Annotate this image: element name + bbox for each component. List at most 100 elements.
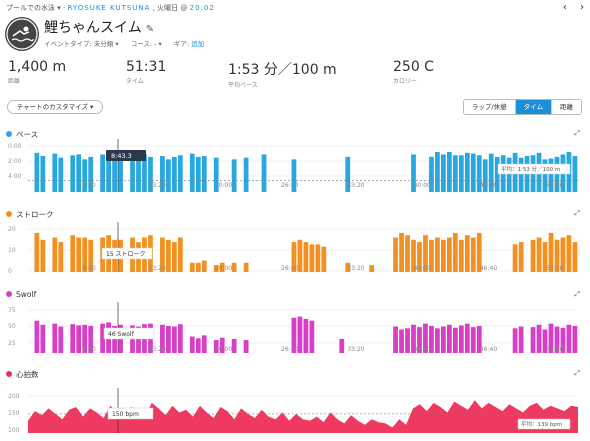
pace-y-tick: 0:00 [8, 143, 22, 150]
pace-bar [464, 152, 470, 192]
stroke-section-title: ストローク [6, 209, 54, 220]
swolf-bar [452, 327, 458, 353]
pace-bar [166, 159, 171, 192]
swolf-bar [171, 326, 177, 353]
pace-x-tick: 6:40 [82, 182, 96, 189]
swolf-bar [58, 326, 64, 353]
pace-bar [411, 154, 416, 192]
swolf-bar [339, 338, 345, 353]
dropdown-icon[interactable]: ▾ · [57, 4, 68, 12]
stat-distance: 1,400 m 距離 [8, 59, 67, 85]
next-arrow-icon[interactable]: › [580, 2, 584, 13]
swolf-bar [530, 327, 536, 353]
pencil-icon[interactable]: ✎ [145, 24, 155, 35]
gear-add-link[interactable]: 追加 [191, 40, 205, 48]
pace-bar [52, 153, 58, 192]
pace-bar [452, 155, 458, 192]
stroke-bar [243, 262, 249, 272]
stat-avg-pace: 1:53 分／100 m 平均ペース [228, 62, 337, 89]
stroke-bar [560, 237, 566, 272]
stroke-bar [82, 237, 88, 272]
swolf-bar [189, 336, 195, 353]
hr-avg-label: 平均：139 bpm [517, 418, 571, 430]
swolf-bar [423, 323, 428, 353]
stroke-x-tick: 46:40 [480, 265, 497, 272]
expand-icon[interactable]: ⤢ [574, 369, 580, 377]
swolf-bar [76, 325, 82, 353]
swolf-x-tick: 33:20 [347, 346, 364, 353]
swolf-bar [411, 324, 416, 353]
tab-time[interactable]: タイム [514, 100, 551, 114]
pace-section-title: ペース [6, 129, 38, 140]
summary-stats: 1,400 m 距離 51:31 タイム 1:53 分／100 m 平均ペース 250… [8, 59, 578, 89]
pace-tooltip: 8:43.3 [111, 152, 132, 160]
swolf-x-tick: 6:40 [82, 346, 96, 353]
swolf-bar [441, 326, 446, 353]
stroke-bar [542, 242, 548, 272]
activity-type[interactable]: プールでの水泳 [6, 4, 55, 12]
customize-charts-button[interactable]: チャートのカスタマイズ ▾ [7, 100, 103, 114]
swolf-bar [231, 338, 237, 353]
swolf-x-tick: 40:00 [414, 346, 431, 353]
stroke-dot-icon [6, 211, 12, 217]
pace-tooltip-bg [106, 150, 146, 161]
swolf-bar [446, 324, 452, 353]
pace-bar [542, 159, 548, 192]
swolf-bar [201, 335, 207, 353]
expand-icon[interactable]: ⤢ [574, 290, 580, 298]
course[interactable]: コース: - ▾ [130, 40, 162, 48]
swolf-x-tick: 53:20 [546, 346, 563, 353]
hr-y-tick: 200 [8, 393, 20, 400]
stroke-bar [572, 242, 578, 272]
hr-avg-label-bg [517, 418, 571, 430]
date-prefix: 火曜日 @ [157, 4, 188, 12]
tab-laps[interactable]: ラップ/休憩 [463, 100, 515, 114]
pace-bar [40, 156, 46, 192]
stroke-bar [219, 262, 225, 272]
swolf-bar [435, 328, 440, 353]
stroke-bar [411, 239, 416, 272]
pace-bar [261, 154, 267, 192]
stroke-bar [189, 262, 195, 272]
stroke-bar [429, 239, 434, 272]
swolf-bar [177, 324, 183, 353]
stroke-bar [548, 232, 554, 272]
pace-bar [171, 156, 177, 192]
stroke-y-tick: 10 [8, 247, 16, 254]
prev-arrow-icon[interactable]: ‹ [562, 2, 567, 13]
gear: ギア: 追加 [173, 40, 205, 48]
pace-bar [231, 159, 237, 192]
hr-tooltip-bg [107, 407, 154, 420]
pace-bar [195, 156, 201, 192]
swolf-tooltip: 46 Swolf [108, 331, 135, 338]
expand-icon[interactable]: ⤢ [574, 129, 580, 137]
swolf-bar [213, 340, 219, 353]
tab-distance[interactable]: 距離 [551, 100, 581, 114]
swolf-bar [297, 316, 303, 353]
swolf-x-tick: 26:40 [281, 346, 298, 353]
swolf-bar [470, 327, 476, 353]
stroke-bar [536, 237, 542, 272]
user-link[interactable]: RYOSUKE KUTSUNA [67, 4, 151, 12]
stroke-bar [58, 242, 64, 272]
pace-bar [136, 157, 141, 192]
pace-bar [34, 152, 40, 192]
hr-section-title: 心拍数 [6, 369, 39, 380]
swolf-bar [476, 325, 482, 353]
pace-bar [482, 159, 488, 192]
pace-bar [458, 155, 464, 192]
pace-y-tick: 2:00 [8, 158, 22, 165]
stroke-x-tick: 33:20 [347, 265, 364, 272]
swolf-x-tick: 13:20 [149, 346, 166, 353]
stroke-bar [213, 265, 219, 272]
stroke-bar [231, 262, 237, 272]
swolf-bar [309, 320, 315, 353]
pace-bar [142, 154, 147, 192]
expand-icon[interactable]: ⤢ [574, 209, 580, 217]
swolf-bar [100, 323, 106, 353]
activity-title[interactable]: 鯉ちゃんスイム ✎ [44, 17, 154, 37]
stroke-bar [458, 239, 464, 272]
pace-x-tick: 53:20 [546, 182, 563, 189]
pace-bar [82, 159, 88, 192]
event-type[interactable]: イベントタイプ: 未分類 ▾ [44, 40, 119, 48]
